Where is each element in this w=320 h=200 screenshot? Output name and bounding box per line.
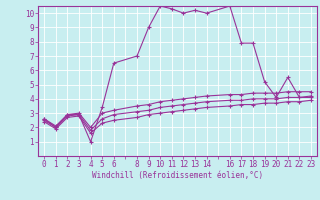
X-axis label: Windchill (Refroidissement éolien,°C): Windchill (Refroidissement éolien,°C) [92,171,263,180]
